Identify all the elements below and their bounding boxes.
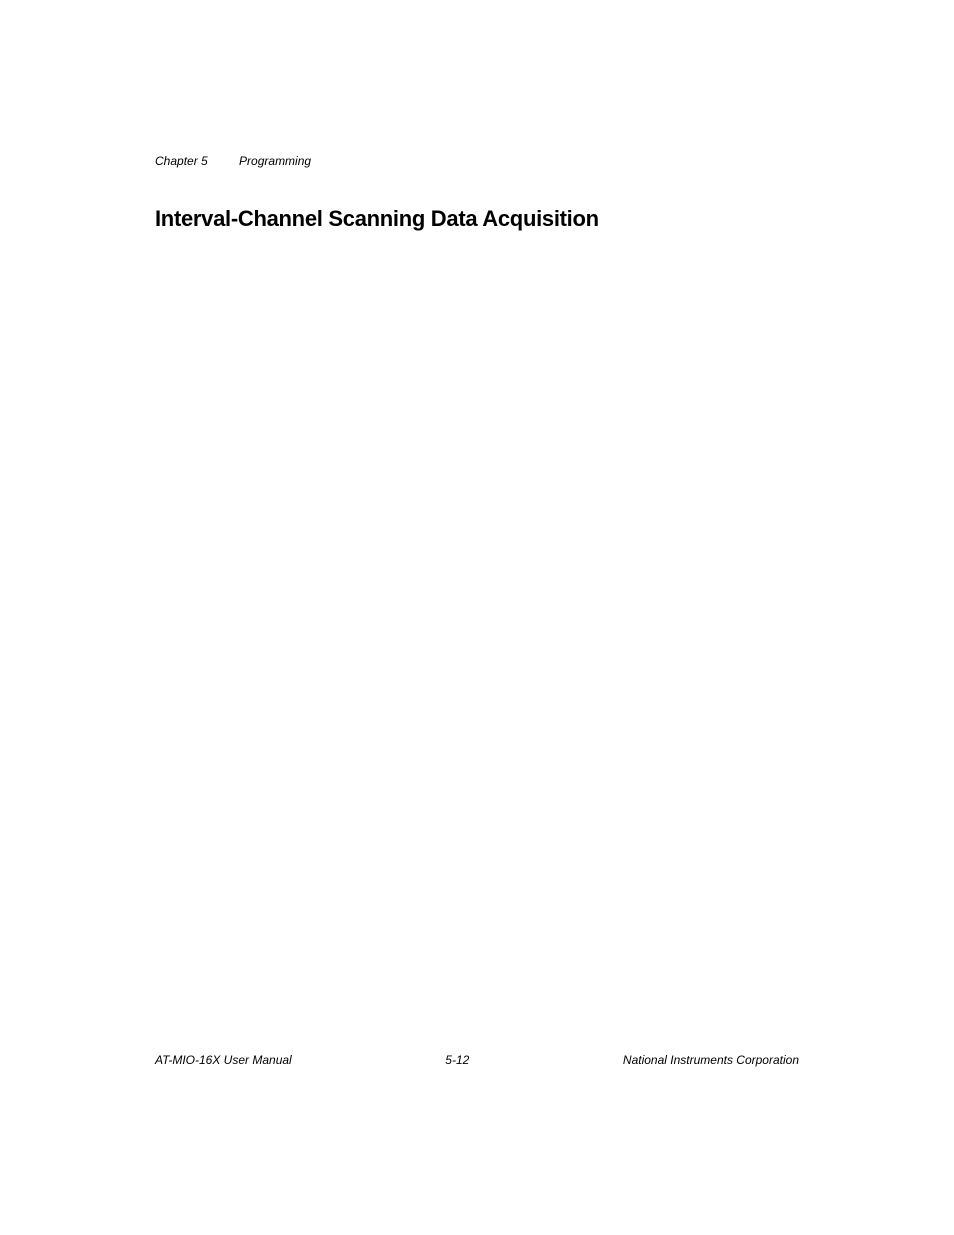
page-number: 5-12 bbox=[445, 1053, 469, 1067]
company-name: National Instruments Corporation bbox=[623, 1053, 799, 1067]
manual-name: AT-MIO-16X User Manual bbox=[155, 1053, 292, 1067]
page-footer: AT-MIO-16X User Manual 5-12 National Ins… bbox=[155, 1053, 799, 1067]
section-heading: Interval-Channel Scanning Data Acquisiti… bbox=[155, 206, 799, 232]
chapter-title: Programming bbox=[239, 154, 311, 168]
page-header: Chapter 5 Programming bbox=[155, 154, 799, 168]
chapter-number: Chapter 5 bbox=[155, 154, 208, 168]
document-page: Chapter 5 Programming Interval-Channel S… bbox=[0, 0, 954, 1235]
